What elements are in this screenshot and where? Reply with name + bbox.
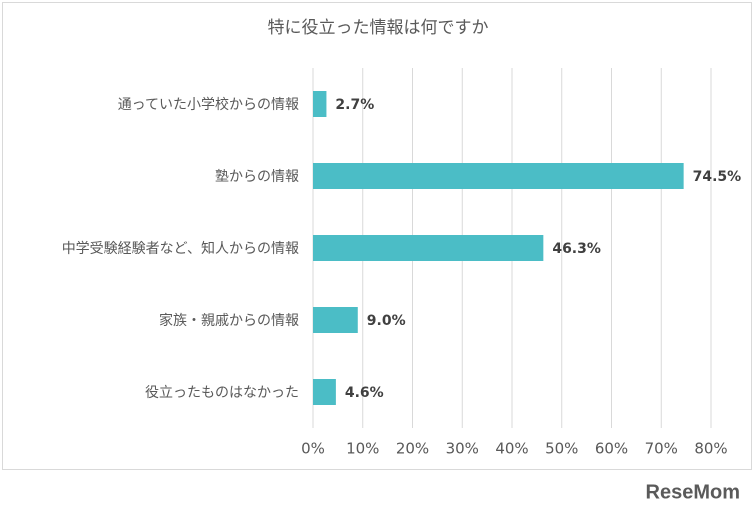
- x-tick-label: 10%: [346, 440, 379, 458]
- bar: [313, 307, 358, 333]
- bar: [313, 163, 684, 189]
- y-tick-label: 中学受験経験者など、知人からの情報: [62, 240, 299, 257]
- bar: [313, 379, 336, 405]
- chart-title: 特に役立った情報は何ですか: [268, 18, 489, 38]
- bar: [313, 91, 327, 117]
- x-tick-label: 40%: [495, 440, 528, 458]
- y-tick-label: 通っていた小学校からの情報: [118, 96, 299, 113]
- x-tick-label: 30%: [446, 440, 479, 458]
- bar: [313, 235, 544, 261]
- x-tick-label: 20%: [396, 440, 429, 458]
- x-tick-label: 60%: [595, 440, 628, 458]
- value-label: 2.7%: [335, 97, 374, 113]
- watermark: ReseMom: [646, 481, 740, 503]
- x-tick-label: 0%: [301, 440, 325, 458]
- x-tick-label: 70%: [645, 440, 678, 458]
- value-label: 46.3%: [552, 241, 601, 257]
- value-label: 9.0%: [367, 313, 406, 329]
- value-label: 4.6%: [345, 385, 384, 401]
- value-label: 74.5%: [693, 169, 742, 185]
- x-tick-label: 50%: [545, 440, 578, 458]
- y-tick-label: 役立ったものはなかった: [145, 385, 299, 401]
- y-tick-label: 塾からの情報: [215, 169, 299, 185]
- x-tick-label: 80%: [694, 440, 727, 458]
- y-tick-label: 家族・親戚からの情報: [159, 312, 299, 329]
